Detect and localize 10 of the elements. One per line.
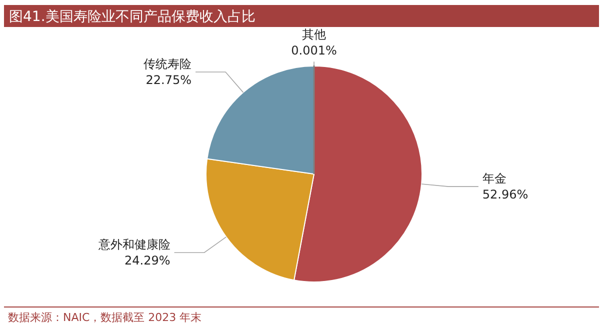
slice-label: 其他 [302,28,326,42]
data-label: 0.001% [291,44,337,58]
chart-title: 图41.美国寿险业不同产品保费收入占比 [9,9,256,25]
slice-label: 传统寿险 [144,57,192,72]
source-note: 数据来源：NAIC，数据截至 2023 年末 [8,311,202,324]
slice-label: 年金 [482,172,506,186]
slice-label: 意外和健康险 [97,238,170,252]
data-label: 22.75% [146,73,192,88]
data-label: 24.29% [124,254,170,268]
data-label: 52.96% [482,188,528,202]
